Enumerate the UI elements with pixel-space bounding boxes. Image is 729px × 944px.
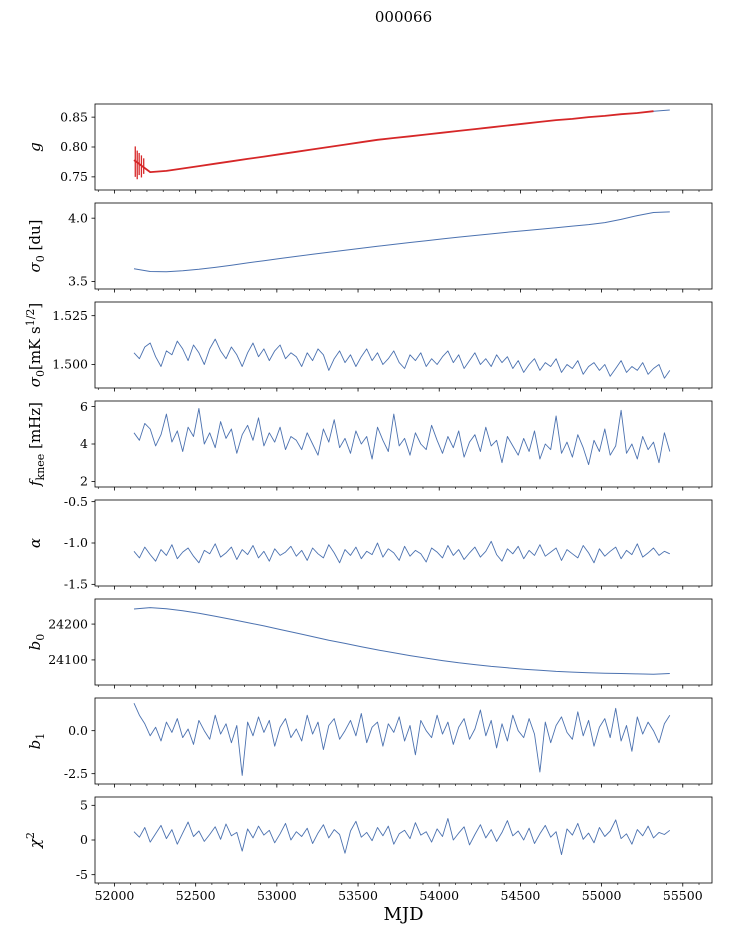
subplot-fknee: 2 4 6 fknee [mHz] [26,399,713,491]
axes-box [94,400,713,488]
x-tick-label: 54000 [419,888,459,903]
series-baseline-slope [133,703,671,776]
y-tick-label: 0.75 [60,169,88,184]
y-axis-label-b1: b1 [26,733,47,750]
axes-box [94,103,713,191]
y-tick-label: 0 [80,832,88,847]
y-axis-label-fknee: fknee [mHz] [26,402,47,487]
axes-box [94,796,713,884]
subplot-sigma0-du: 3.5 4.0 σ0 [du] [26,202,713,293]
series-baseline-offset [133,607,670,675]
subplot-b1: 0.0 -2.5 b1 [26,697,713,788]
x-tick-label: 52500 [176,888,216,903]
y-tick-label: 1.500 [52,357,88,372]
y-tick-label: 24200 [48,616,88,631]
series-knee-frequency [133,408,671,466]
subplot-chi2: -5 0 5 χ2 [24,796,713,887]
y-axis-label-sigma0-mK: σ0[mK s1/2] [24,303,47,388]
x-tick-label: 55500 [663,888,703,903]
x-tick-label: 55000 [582,888,622,903]
figure-title: 000066 [374,8,433,26]
axes-box [94,202,713,290]
y-tick-label: 4.0 [68,210,88,225]
x-tick-label: 52000 [95,888,135,903]
y-tick-label: 0.0 [68,723,88,738]
y-tick-label: -1.5 [64,577,88,592]
axes-box [94,697,713,785]
y-axis-label-sigma0-du: σ0 [du] [26,220,47,273]
y-tick-label: -1.0 [64,535,88,550]
series-white-noise [133,338,671,379]
y-tick-label: 0.85 [60,109,88,124]
y-axis-label-b0: b0 [26,634,47,651]
axes-box [94,598,713,686]
y-tick-label: 1.525 [52,308,88,323]
series-gain-fit [133,109,670,173]
y-tick-label: 0.80 [60,139,88,154]
series-gain-highlight [133,110,654,174]
y-tick-label: 5 [80,798,88,813]
y-tick-label: 24100 [48,652,88,667]
y-tick-label: 3.5 [68,274,88,289]
y-tick-label: 4 [80,436,88,451]
subplot-alpha: -0.5 -1.0 -1.5 α [26,494,713,592]
y-axis-label-alpha: α [26,538,44,548]
y-axis-label-g: g [26,142,44,152]
subplot-g: 0.75 0.80 0.85 g [26,103,713,194]
y-tick-label: -5 [76,867,88,882]
subplot-sigma0-mK: 1.500 1.525 σ0[mK s1/2] [24,301,713,392]
series-chi-squared [133,818,671,856]
x-tick-label: 53500 [338,888,378,903]
axes-box [94,301,713,389]
y-axis-label-chi2: χ2 [24,832,44,849]
axes-box [94,499,713,587]
y-tick-label: -2.5 [64,766,88,781]
y-tick-label: 6 [80,399,88,414]
y-tick-label: -0.5 [64,494,88,509]
x-axis-label: MJD [383,904,424,925]
series-sigma0-du [133,211,670,273]
x-tick-label: 54500 [501,888,541,903]
x-tick-label: 53000 [257,888,297,903]
series-alpha [133,540,670,564]
y-tick-label: 2 [80,474,88,489]
